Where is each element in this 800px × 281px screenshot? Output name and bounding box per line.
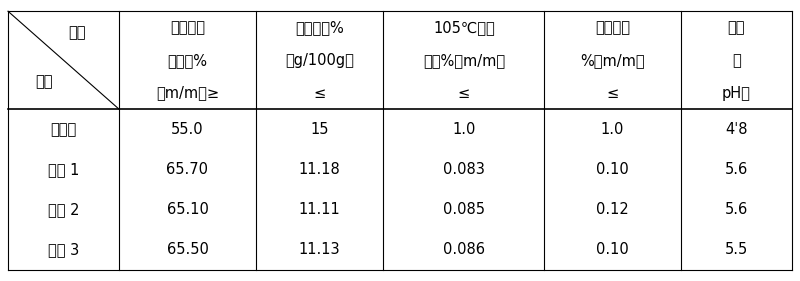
Text: 5.5: 5.5 bbox=[725, 242, 748, 257]
Text: 0.083: 0.083 bbox=[443, 162, 485, 177]
Text: ≤: ≤ bbox=[314, 86, 326, 101]
Text: 0.086: 0.086 bbox=[443, 242, 485, 257]
Text: 0.085: 0.085 bbox=[443, 202, 485, 217]
Text: 含量，%: 含量，% bbox=[167, 53, 207, 68]
Text: 65.10: 65.10 bbox=[166, 202, 209, 217]
Text: 65.50: 65.50 bbox=[166, 242, 209, 257]
Text: 样品 3: 样品 3 bbox=[48, 242, 79, 257]
Text: 5.6: 5.6 bbox=[725, 162, 748, 177]
Text: 样品 2: 样品 2 bbox=[48, 202, 79, 217]
Text: 0.10: 0.10 bbox=[596, 242, 629, 257]
Text: %（m/m）: %（m/m） bbox=[580, 53, 645, 68]
Text: （g/100g）: （g/100g） bbox=[285, 53, 354, 68]
Text: 样品 1: 样品 1 bbox=[48, 162, 79, 177]
Text: 5.6: 5.6 bbox=[725, 202, 748, 217]
Text: 11.18: 11.18 bbox=[298, 162, 341, 177]
Text: （m/m）≥: （m/m）≥ bbox=[156, 86, 219, 101]
Text: 水溶物，: 水溶物， bbox=[595, 20, 630, 35]
Text: 0.10: 0.10 bbox=[596, 162, 629, 177]
Text: ≤: ≤ bbox=[458, 86, 470, 101]
Text: 铬酸铅的: 铬酸铅的 bbox=[170, 20, 205, 35]
Text: 55.0: 55.0 bbox=[171, 122, 204, 137]
Text: 4ˈ8: 4ˈ8 bbox=[725, 122, 747, 137]
Text: 11.11: 11.11 bbox=[298, 202, 341, 217]
Text: 15: 15 bbox=[310, 122, 329, 137]
Text: 11.13: 11.13 bbox=[298, 242, 340, 257]
Text: 水萃: 水萃 bbox=[727, 20, 745, 35]
Text: 性能: 性能 bbox=[68, 25, 86, 40]
Text: 序号: 序号 bbox=[35, 74, 53, 89]
Text: 0.12: 0.12 bbox=[596, 202, 629, 217]
Text: 吸油量，%: 吸油量，% bbox=[295, 20, 344, 35]
Text: 物，%（m/m）: 物，%（m/m） bbox=[423, 53, 505, 68]
Text: 105℃挥发: 105℃挥发 bbox=[433, 20, 495, 35]
Text: 1.0: 1.0 bbox=[601, 122, 624, 137]
Text: 取: 取 bbox=[732, 53, 741, 68]
Text: 65.70: 65.70 bbox=[166, 162, 209, 177]
Text: pH值: pH值 bbox=[722, 86, 750, 101]
Text: 1.0: 1.0 bbox=[452, 122, 476, 137]
Text: 桔铬黄: 桔铬黄 bbox=[50, 122, 77, 137]
Text: ≤: ≤ bbox=[606, 86, 618, 101]
